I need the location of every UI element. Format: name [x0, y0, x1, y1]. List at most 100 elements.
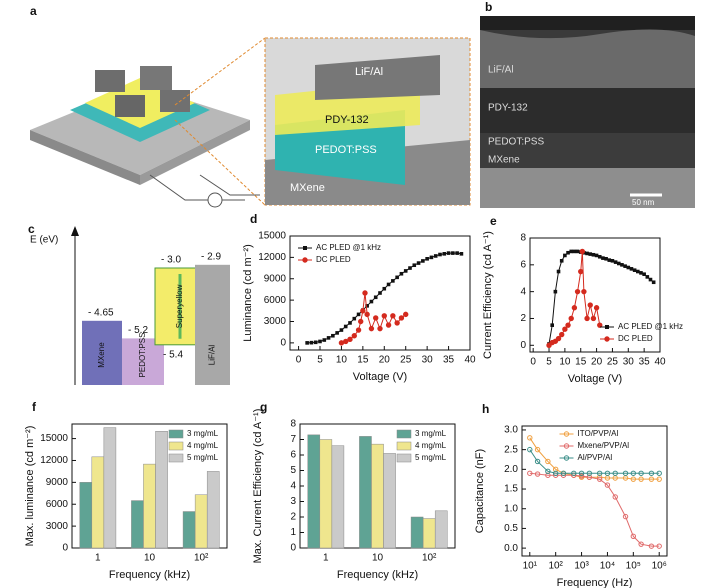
axis-arrow [71, 226, 79, 236]
panel-letter: c [28, 222, 35, 236]
point [593, 305, 600, 311]
x-tick-label: 5 [546, 357, 552, 368]
point [578, 473, 585, 479]
bar [91, 456, 105, 549]
point [630, 533, 637, 540]
point [622, 470, 629, 476]
point [403, 311, 409, 318]
point [369, 299, 374, 304]
x-axis-label: Frequency (kHz) [337, 569, 418, 581]
bar [371, 443, 384, 549]
point [309, 340, 314, 345]
point [588, 252, 593, 256]
bar [155, 431, 168, 549]
point [636, 269, 640, 274]
point [534, 471, 541, 477]
panel-letter: f [32, 400, 37, 414]
point [648, 470, 655, 476]
legend-marker [563, 455, 570, 461]
point [394, 320, 400, 326]
sem-layer [480, 29, 695, 89]
x-tick-label: 10 [372, 553, 384, 564]
point [355, 327, 362, 333]
x-tick-label: 20 [379, 355, 391, 366]
layer-name: MXene [97, 342, 106, 368]
point [395, 275, 399, 280]
y-axis-label: Luminance (cd m⁻²) [242, 244, 254, 342]
point [632, 268, 637, 272]
panel-letter: d [250, 212, 257, 226]
point [616, 261, 621, 266]
x-tick-label: 10³ [574, 561, 589, 572]
x-tick-label: 30 [422, 355, 434, 366]
level-label: - 5.4 [163, 349, 183, 360]
legend-label: DC PLED [618, 334, 653, 343]
y-tick-label: 4 [520, 286, 526, 297]
legend-swatch [396, 453, 412, 463]
point [552, 470, 559, 476]
y-tick-label: 15000 [40, 433, 68, 444]
point [571, 470, 577, 476]
series-line [307, 252, 462, 344]
point [638, 470, 644, 476]
point [527, 435, 533, 441]
point [331, 333, 335, 338]
y-tick-label: 6000 [46, 499, 69, 510]
bar [434, 510, 448, 549]
point [630, 470, 637, 476]
energy-block [122, 338, 164, 385]
point [455, 251, 459, 255]
point [566, 250, 570, 255]
y-tick-label: 9000 [46, 477, 69, 488]
point [629, 267, 634, 271]
y-tick-label: 3000 [46, 521, 69, 532]
y-axis-label: Capacitance (nF) [474, 449, 486, 533]
plot-frame [289, 235, 471, 351]
x-tick-label: 35 [639, 357, 651, 368]
point [386, 282, 391, 287]
point [597, 254, 602, 259]
legend-label: 5 mg/mL [187, 453, 219, 462]
legend-swatch [396, 429, 412, 439]
y-tick-label: 3000 [264, 316, 287, 327]
plot-frame [529, 237, 661, 353]
point [604, 470, 611, 476]
x-tick-label: 10¹ [523, 561, 538, 572]
point [596, 476, 603, 482]
point [638, 476, 644, 482]
legend-swatch [396, 441, 412, 451]
electrode [160, 90, 190, 112]
point [565, 322, 571, 328]
point [639, 271, 643, 275]
legend-marker [605, 325, 609, 329]
point [381, 313, 387, 319]
panel-letter: h [482, 402, 489, 416]
ac-source [207, 192, 223, 208]
electrode [95, 70, 125, 92]
sem-layer [480, 168, 695, 208]
point [560, 470, 567, 476]
point [584, 315, 590, 322]
y-tick-label: 1 [290, 527, 296, 538]
bar [182, 511, 196, 549]
x-tick-label: 0 [530, 357, 536, 368]
point [553, 289, 558, 294]
layer-label: PDY-132 [488, 103, 528, 114]
wire [149, 174, 260, 201]
level-label: - 2.9 [201, 251, 221, 262]
point [586, 470, 593, 476]
sem-image [480, 16, 695, 208]
legend-label: AC PLED @1 kHz [316, 243, 381, 252]
y-tick-label: 0 [280, 338, 286, 349]
y-tick-label: 0.5 [504, 523, 518, 534]
point [604, 256, 608, 261]
x-tick-label: 25 [607, 357, 619, 368]
point [313, 340, 318, 345]
legend-label: Mxene/PVP/Al [578, 441, 630, 450]
energy-block [82, 320, 122, 385]
point [446, 251, 451, 255]
point [612, 470, 618, 476]
x-tick-label: 15 [357, 355, 369, 366]
point [385, 322, 392, 328]
y-tick-label: 6 [290, 450, 296, 461]
